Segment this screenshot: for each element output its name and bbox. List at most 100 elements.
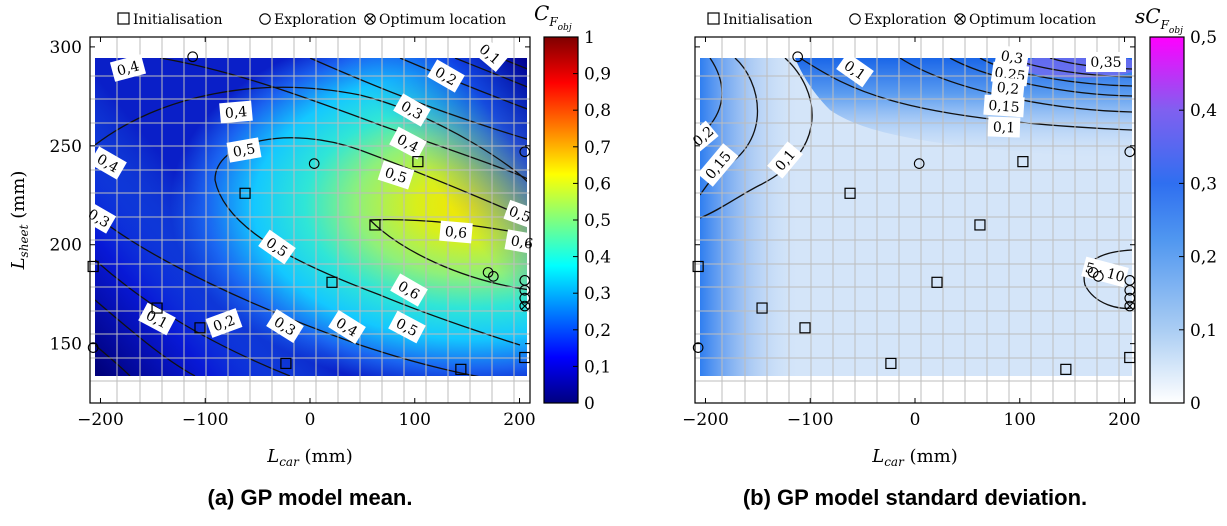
initialisation-point xyxy=(756,302,768,314)
y-tick-label: 250 xyxy=(50,137,82,157)
colorbar-tick-label: 0,1 xyxy=(1190,321,1217,341)
colorbar-std: 0 0,1 0,2 0,3 0,4 0,5 sCFobj xyxy=(1135,4,1217,414)
legend-entry-optimum: Optimum location xyxy=(969,12,1096,28)
y-tick-label: 300 xyxy=(50,38,82,58)
legend-entry-optimum: Optimum location xyxy=(379,12,506,28)
exploration-point xyxy=(519,292,531,304)
colorbar-tick-label: 0 xyxy=(1190,394,1201,414)
caption-mean: (a) GP model mean. xyxy=(208,485,413,510)
heatmap-std xyxy=(700,58,1132,376)
markers-std xyxy=(692,51,1136,375)
initialisation-point xyxy=(326,276,338,288)
initialisation-point xyxy=(239,187,251,199)
colorbar-tick-label: 0,4 xyxy=(1190,101,1217,121)
optimum-cross xyxy=(1125,302,1134,310)
x-axis-label: Lcar (mm) xyxy=(266,446,352,469)
legend-square-marker xyxy=(707,12,720,25)
x-tick-label: −100 xyxy=(787,410,834,430)
colorbar-mean: 0 0,1 0,2 0,3 0,4 0,5 0,6 0,7 0,8 0,9 1 CFobj xyxy=(534,1,611,414)
contour-labels-mean: 0,4 0,4 0,3 0,2 0,1 0,4 0,5 0,5 0,4 0,3 … xyxy=(81,36,540,344)
exploration-point xyxy=(1124,292,1136,304)
legend-cross-glyph xyxy=(365,14,375,24)
legend-entry-initialisation: Initialisation xyxy=(723,12,813,28)
initialisation-point xyxy=(194,322,206,334)
x-tick-label: 0 xyxy=(305,410,316,430)
x-tick-label: 100 xyxy=(1004,410,1036,430)
legend-cross-glyph xyxy=(955,14,965,24)
initialisation-point xyxy=(844,187,856,199)
legend-std: Initialisation Exploration Optimum locat… xyxy=(707,12,1096,28)
initialisation-point xyxy=(799,322,811,334)
contour-label: 0,3 xyxy=(999,48,1024,68)
optimum-point xyxy=(1124,300,1136,312)
ticks-std: −200 −100 0 100 200 xyxy=(682,37,1141,430)
colorbar-tick-label: 0,2 xyxy=(584,321,611,341)
x-tick-label: −200 xyxy=(77,410,124,430)
colorbar-tick-label: 0,1 xyxy=(584,357,611,377)
legend-circle-marker xyxy=(259,13,271,25)
grid-std xyxy=(695,37,1135,403)
y-tick-label: 200 xyxy=(50,236,82,256)
legend-entry-exploration: Exploration xyxy=(274,12,357,28)
optimum-cross xyxy=(520,302,529,310)
contour-label: 0,2 xyxy=(211,313,237,336)
panel-mean: 0,4 0,4 0,3 0,2 0,1 0,4 0,5 0,5 0,4 0,3 … xyxy=(8,1,611,510)
exploration-point xyxy=(692,342,704,353)
legend-entry-exploration: Exploration xyxy=(864,12,947,28)
initialisation-point xyxy=(87,260,99,273)
colorbar-tick-label: 0,7 xyxy=(584,138,611,158)
legend-entry-initialisation: Initialisation xyxy=(133,12,223,28)
initialisation-point xyxy=(280,357,292,370)
ticks-mean: −200 −100 0 100 200 150 200 250 300 xyxy=(50,37,536,430)
legend-square-marker xyxy=(117,12,130,25)
exploration-point xyxy=(792,51,804,63)
contour-label: 0,6 xyxy=(509,233,534,253)
colorbar-tick-label: 0,4 xyxy=(584,248,611,268)
legend-circle-marker xyxy=(849,13,861,25)
contour-label: 0,35 xyxy=(1090,55,1121,71)
initialisation-point xyxy=(519,351,531,364)
initialisation-point xyxy=(1124,351,1136,364)
exploration-point xyxy=(1092,271,1104,282)
exploration-point xyxy=(1124,284,1136,296)
y-axis-label: Lsheet (mm) xyxy=(8,171,31,271)
markers-mean xyxy=(87,51,531,375)
colorbar-tick-label: 0,6 xyxy=(584,174,611,194)
legend-mean: Initialisation Exploration Optimum locat… xyxy=(117,12,506,28)
initialisation-point xyxy=(1017,156,1029,168)
caption-std: (b) GP model standard deviation. xyxy=(743,485,1087,510)
x-tick-label: 200 xyxy=(1108,410,1140,430)
exploration-point xyxy=(519,146,531,158)
contour-label: 0,5 xyxy=(383,165,409,187)
colorbar-tick-label: 0,8 xyxy=(584,101,611,121)
colorbar-tick-label: 0,9 xyxy=(584,65,611,85)
colorbar-tick-label: 0,2 xyxy=(1190,248,1217,268)
contour-label: 0,2 xyxy=(996,80,1020,98)
exploration-point xyxy=(913,158,925,169)
colorbar-tick-label: 1 xyxy=(584,28,595,48)
contour-label: 0,5 xyxy=(232,141,257,161)
contour-label: 0,4 xyxy=(224,104,248,122)
optimum-point xyxy=(519,300,531,312)
x-tick-label: 200 xyxy=(503,410,535,430)
initialisation-point xyxy=(151,302,163,314)
initialisation-point xyxy=(885,357,897,370)
contour-label: 0,4 xyxy=(115,58,141,79)
contour-label: 0,1 xyxy=(993,120,1016,137)
contour-label: 0,6 xyxy=(444,224,468,242)
x-tick-label: −100 xyxy=(182,410,229,430)
initialisation-point xyxy=(692,260,704,273)
initialisation-point xyxy=(455,363,467,375)
x-tick-label: 100 xyxy=(399,410,431,430)
exploration-point xyxy=(187,51,199,63)
colorbar-gradient xyxy=(1149,36,1185,404)
x-tick-label: 0 xyxy=(910,410,921,430)
contour-labels-std: 0,3 0,25 0,2 0,15 0,1 0,35 0,1 0,1 0,15 … xyxy=(687,44,1129,288)
colorbar-gradient xyxy=(543,36,579,404)
exploration-point xyxy=(487,271,499,282)
colorbar-title: CFobj xyxy=(534,1,572,33)
initialisation-point xyxy=(369,219,381,231)
exploration-point xyxy=(519,284,531,296)
colorbar-tick-label: 0,5 xyxy=(1190,28,1217,48)
colorbar-tick-label: 0,3 xyxy=(1190,174,1217,194)
